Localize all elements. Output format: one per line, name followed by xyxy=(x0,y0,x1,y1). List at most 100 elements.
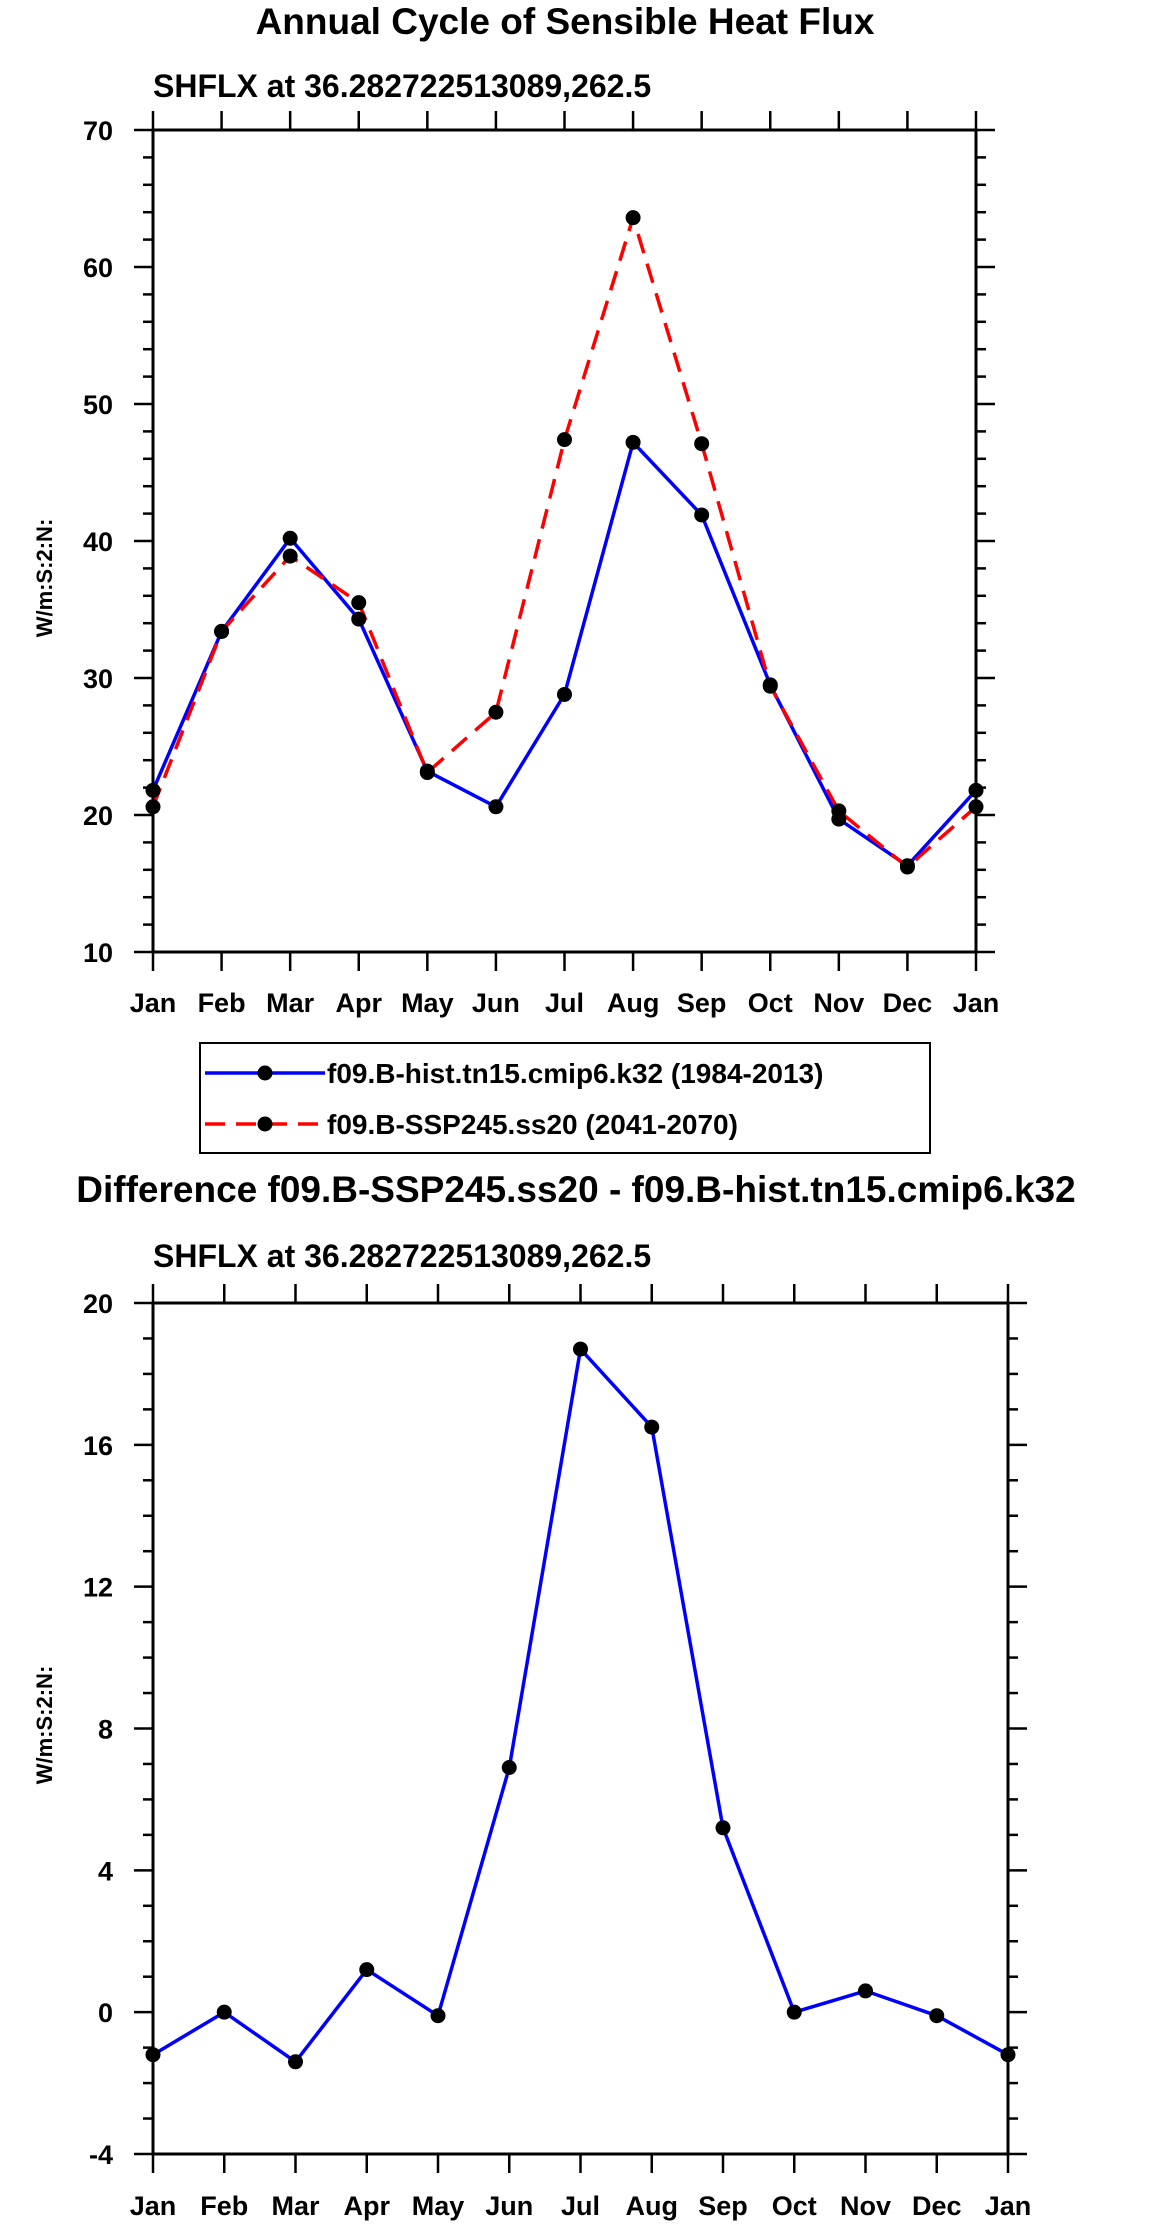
legend-label-hist: f09.B-hist.tn15.cmip6.k32 (1984-2013) xyxy=(327,1058,823,1089)
legend: f09.B-hist.tn15.cmip6.k32 (1984-2013) f0… xyxy=(199,1042,931,1154)
data-point xyxy=(282,530,298,546)
plot-frame xyxy=(151,1301,1010,2156)
legend-marker-ssp xyxy=(257,1116,273,1132)
data-series xyxy=(145,1341,1016,2070)
x-tick-label: Dec xyxy=(883,988,933,1018)
legend-label-ssp: f09.B-SSP245.ss20 (2041-2070) xyxy=(327,1109,738,1140)
y-tick-label: 20 xyxy=(83,801,113,831)
data-point xyxy=(1000,2047,1016,2063)
x-tick-label: Apr xyxy=(336,988,383,1018)
series-line-secondary xyxy=(151,215,978,869)
axis-ticks xyxy=(134,1284,1027,2173)
x-tick-label: Sep xyxy=(698,2191,748,2221)
data-point xyxy=(501,1760,517,1776)
x-tick-label: Jan xyxy=(953,988,1000,1018)
x-tick-label: May xyxy=(412,2191,465,2221)
x-tick-label: Feb xyxy=(198,988,246,1018)
x-tick-label: Jan xyxy=(985,2191,1032,2221)
x-tick-label: Oct xyxy=(748,988,793,1018)
x-tick-label: Jan xyxy=(130,988,177,1018)
y-axis-label: W/m:S:2:N: xyxy=(32,1666,57,1785)
y-tick-label: 0 xyxy=(98,1998,113,2028)
data-point xyxy=(831,803,847,819)
y-tick-label: 16 xyxy=(83,1431,113,1461)
legend-marker-hist xyxy=(257,1065,273,1081)
chart-title: Difference f09.B-SSP245.ss20 - f09.B-his… xyxy=(76,1169,1075,1210)
data-point xyxy=(145,799,161,815)
x-tick-label: Dec xyxy=(912,2191,962,2221)
x-tick-label: Jul xyxy=(545,988,584,1018)
data-point xyxy=(858,1983,873,1999)
x-tick-label: May xyxy=(401,988,454,1018)
data-point xyxy=(145,2047,161,2063)
data-point xyxy=(625,210,641,226)
x-tick-label: Mar xyxy=(271,2191,320,2221)
series-line-primary xyxy=(151,440,978,868)
x-tick-label: Jun xyxy=(472,988,520,1018)
chart-title: Annual Cycle of Sensible Heat Flux xyxy=(256,1,875,42)
y-axis-label: W/m:S:2:N: xyxy=(32,519,57,638)
y-tick-label: 50 xyxy=(83,390,113,420)
data-point xyxy=(351,595,367,611)
x-tick-label: Jan xyxy=(130,2191,177,2221)
chart-subtitle: SHFLX at 36.282722513089,262.5 xyxy=(153,1238,651,1274)
x-tick-label: Apr xyxy=(344,2191,391,2221)
x-tick-label: Feb xyxy=(200,2191,248,2221)
y-tick-label: 70 xyxy=(83,116,113,146)
data-point xyxy=(557,686,572,702)
x-tick-label: Mar xyxy=(266,988,315,1018)
data-point xyxy=(968,782,984,798)
data-point xyxy=(625,434,641,450)
y-tick-label: 40 xyxy=(83,527,113,557)
data-point xyxy=(899,859,915,875)
x-tick-label: Jul xyxy=(561,2191,600,2221)
x-tick-label: Jun xyxy=(485,2191,533,2221)
data-point xyxy=(359,1962,375,1978)
data-series xyxy=(145,210,984,875)
x-tick-label: Sep xyxy=(677,988,727,1018)
series-line-primary xyxy=(152,1347,1009,2064)
data-point xyxy=(929,2008,945,2024)
data-point xyxy=(694,507,710,523)
chart-subtitle: SHFLX at 36.282722513089,262.5 xyxy=(153,68,651,104)
data-point xyxy=(216,2004,232,2020)
x-tick-label: Nov xyxy=(840,2191,891,2221)
data-point xyxy=(762,678,778,694)
y-tick-label: 4 xyxy=(98,1856,113,1886)
y-tick-label: 10 xyxy=(83,938,113,968)
x-tick-labels: Jan Feb Mar Apr May Jun Jul Aug Sep Oct Nov Dec Jan xyxy=(130,988,1000,1018)
data-point xyxy=(573,1341,588,1357)
y-tick-label: 12 xyxy=(83,1573,113,1603)
data-point xyxy=(786,2004,802,2020)
panel-difference: Difference f09.B-SSP245.ss20 - f09.B-his… xyxy=(32,1169,1076,2221)
y-tick-label: 20 xyxy=(83,1289,113,1319)
data-point xyxy=(557,432,572,448)
data-point xyxy=(214,623,230,639)
data-point xyxy=(430,2008,446,2024)
data-point xyxy=(488,704,504,720)
x-tick-labels: Jan Feb Mar Apr May Jun Jul Aug Sep Oct Nov Dec Jan xyxy=(130,2191,1032,2221)
data-point xyxy=(282,548,298,564)
legend-box xyxy=(199,1042,931,1154)
x-tick-label: Aug xyxy=(607,988,659,1018)
data-point xyxy=(145,782,161,798)
data-point xyxy=(715,1820,731,1836)
y-tick-labels: 10 20 30 40 50 60 70 xyxy=(83,116,113,968)
data-point xyxy=(968,799,984,815)
axis-ticks xyxy=(134,111,995,971)
y-tick-label: 8 xyxy=(98,1715,113,1745)
y-tick-label: -4 xyxy=(89,2140,113,2170)
y-tick-labels: -4 0 4 8 12 16 20 xyxy=(83,1289,113,2170)
x-tick-label: Aug xyxy=(626,2191,678,2221)
data-point xyxy=(419,765,435,781)
x-tick-label: Nov xyxy=(813,988,864,1018)
data-point xyxy=(288,2054,303,2070)
data-point xyxy=(351,611,367,627)
x-tick-label: Oct xyxy=(772,2191,817,2221)
data-point xyxy=(644,1419,660,1435)
data-point xyxy=(694,436,710,452)
y-tick-label: 60 xyxy=(83,253,113,283)
panel-annual-cycle: Annual Cycle of Sensible Heat Flux SHFLX… xyxy=(32,1,1000,1154)
y-tick-label: 30 xyxy=(83,664,113,694)
